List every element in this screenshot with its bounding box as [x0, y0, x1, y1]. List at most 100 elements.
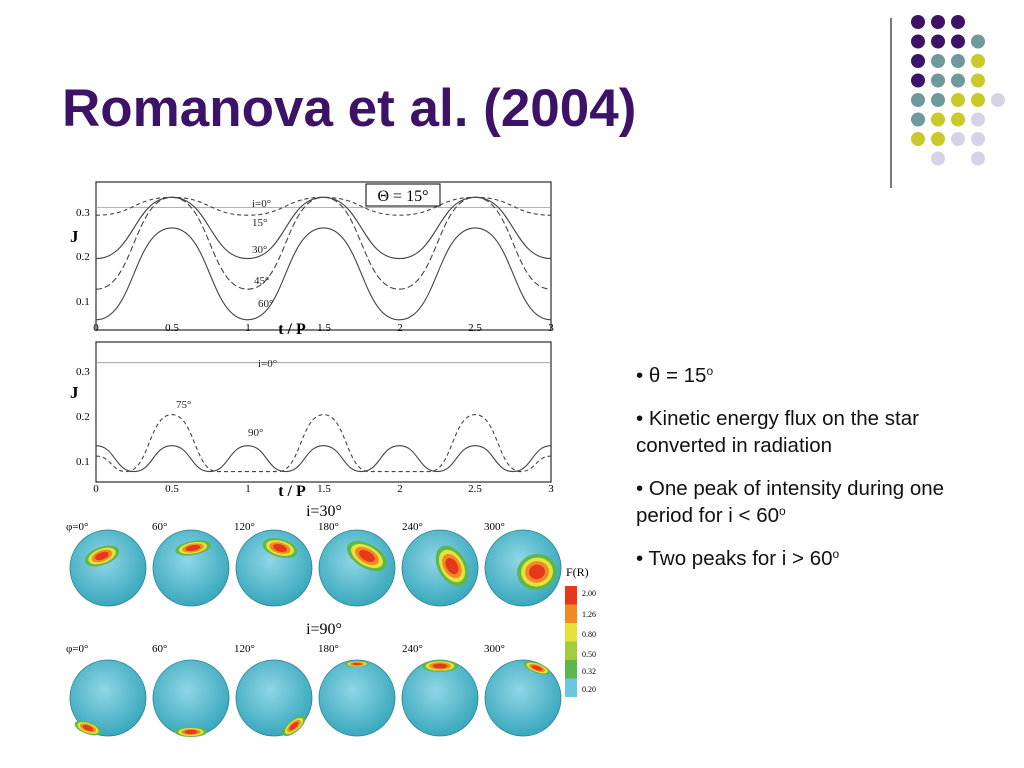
curve-label: i=0°	[258, 358, 277, 370]
bottom-xtick: 3	[548, 483, 554, 495]
hot-spot	[95, 551, 109, 561]
top-ytick: 0.3	[76, 207, 90, 219]
top-xtick: 1	[245, 322, 251, 334]
top-xtick: 2.5	[468, 322, 482, 334]
star-map-sphere	[69, 529, 147, 607]
top-xtick: 0	[93, 322, 99, 334]
decorative-dot	[911, 132, 925, 146]
curve-label: 90°	[248, 427, 263, 439]
curve-label: 45°	[254, 275, 269, 287]
bottom-ytick: 0.1	[76, 456, 90, 468]
series-line	[95, 227, 552, 321]
maps-row2-title: i=90°	[306, 621, 342, 638]
colorbar-segment	[565, 660, 577, 679]
decorative-dot	[971, 34, 985, 49]
hot-spot	[185, 544, 201, 552]
top-ylabel: J	[70, 227, 79, 246]
curve-label: 75°	[176, 399, 191, 411]
bottom-xtick: 1.5	[317, 483, 331, 495]
hot-spot	[531, 665, 543, 671]
phase-label: φ=0°	[66, 521, 88, 533]
decorative-dot	[971, 112, 985, 127]
decorative-dot	[911, 93, 925, 107]
colorbar-title: F(R)	[566, 565, 589, 579]
decorative-dot	[931, 54, 945, 68]
hot-spot	[432, 663, 448, 669]
phase-label: 120°	[234, 643, 255, 655]
decorative-dot	[931, 73, 945, 88]
decorative-dot	[951, 34, 965, 49]
top-xlabel: t / P	[278, 321, 306, 338]
divider-line	[890, 18, 892, 188]
bottom-ytick: 0.3	[76, 366, 90, 378]
decorative-dot	[911, 73, 925, 88]
decorative-dot	[951, 15, 965, 29]
decorative-dot	[951, 93, 965, 107]
decorative-dot	[971, 151, 985, 166]
bottom-ylabel: J	[70, 383, 79, 402]
top-ytick: 0.1	[76, 296, 90, 308]
hot-spot	[82, 725, 94, 731]
hot-spot	[272, 544, 288, 552]
decorative-dot	[951, 73, 965, 88]
phase-label: 60°	[152, 521, 167, 533]
colorbar-tick: 0.80	[582, 630, 596, 639]
curve-label: i=0°	[252, 198, 271, 210]
star-map-sphere	[235, 659, 313, 737]
decorative-dot	[911, 34, 925, 49]
top-xtick: 0.5	[165, 322, 179, 334]
phase-label: 300°	[484, 643, 505, 655]
colorbar-tick: 0.32	[582, 667, 596, 676]
phase-label: 240°	[402, 521, 423, 533]
phase-label: 300°	[484, 521, 505, 533]
colorbar-tick: 2.00	[582, 589, 596, 598]
star-map-sphere	[318, 659, 396, 737]
colorbar: F(R) 2.00 1.26 0.80 0.50 0.32 0.20	[565, 565, 596, 697]
colorbar-segment	[565, 641, 577, 660]
bottom-light-curve-panel: J 0.3 0.2 0.1 0 0.5 1 1.5 2 2.5 3 t / P …	[70, 341, 554, 500]
bottom-xtick: 0	[93, 483, 99, 495]
top-xtick: 3	[548, 322, 554, 334]
decorative-dot	[971, 93, 985, 107]
decorative-dot-grid	[911, 15, 1005, 166]
bottom-xtick: 2	[397, 483, 403, 495]
decorative-dot	[951, 112, 965, 127]
hot-spot	[184, 730, 198, 734]
phase-label: 60°	[152, 643, 167, 655]
bullet-item: • θ = 15o	[636, 364, 714, 387]
maps-row1-title: i=30°	[306, 503, 342, 520]
curve-label: 15°	[252, 217, 267, 229]
colorbar-segment	[565, 586, 577, 605]
bullet-list: • θ = 15o • Kinetic energy flux on the s…	[636, 362, 1006, 588]
star-map-sphere	[152, 659, 230, 737]
phase-label: 240°	[402, 643, 423, 655]
decorative-dot	[931, 15, 945, 29]
decorative-dot	[931, 34, 945, 49]
decorative-dot	[931, 112, 945, 127]
colorbar-segment	[565, 604, 577, 623]
decorative-dot	[911, 54, 925, 68]
decorative-dot	[931, 93, 945, 107]
phase-label: 180°	[318, 521, 339, 533]
bullet-item: • Kinetic energy flux on the star conver…	[636, 407, 919, 457]
star-map-sphere	[69, 659, 147, 737]
hot-spot	[445, 557, 459, 575]
phase-label: 120°	[234, 521, 255, 533]
hot-spot	[289, 721, 299, 731]
star-map-sphere	[484, 659, 562, 737]
hot-spot	[359, 549, 375, 563]
top-xtick: 1.5	[317, 322, 331, 334]
hot-spot	[352, 662, 362, 666]
series-line	[95, 445, 552, 473]
colorbar-tick: 1.26	[582, 610, 596, 619]
top-panel-label: Θ = 15°	[378, 188, 429, 205]
top-ytick: 0.2	[76, 251, 90, 263]
star-map-sphere	[152, 529, 230, 607]
decorative-dot	[991, 93, 1005, 107]
bullet-item: • One peak of intensity during one perio…	[636, 477, 945, 527]
bottom-xlabel: t / P	[278, 483, 306, 500]
colorbar-segment	[565, 678, 577, 697]
slide-title: Romanova et al. (2004)	[62, 79, 637, 138]
curve-label: 60°	[258, 298, 273, 310]
colorbar-tick: 0.50	[582, 650, 596, 659]
